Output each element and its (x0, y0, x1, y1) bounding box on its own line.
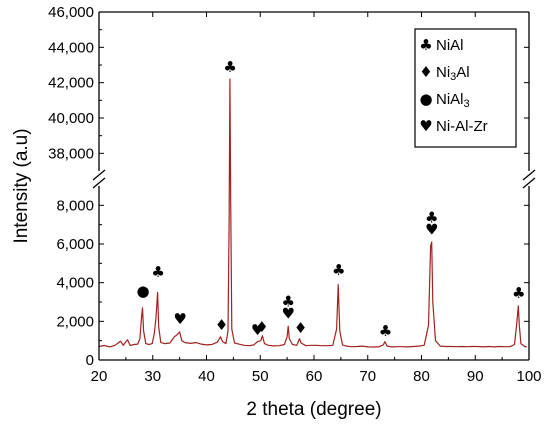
heart-marker: ♥ (251, 321, 264, 339)
tick-layer: 20 30 40 50 60 70 80 90 100 0 2,000 4,000 6,000 8,000… (48, 4, 541, 385)
legend-box (414, 28, 517, 148)
x-tick-label: 70 (359, 368, 376, 385)
diamond-marker: ♦ (294, 319, 307, 337)
diamond-marker: ♦ (215, 316, 228, 334)
axis-break-left-2 (92, 177, 106, 189)
y-tick-label: 44,000 (48, 39, 94, 56)
y-tick-label: 38,000 (48, 145, 94, 162)
axis-break-left-1 (92, 169, 106, 181)
xrd-pattern-line (98, 78, 527, 348)
club-marker: ♣ (379, 322, 392, 340)
club-marker: ♣ (332, 261, 345, 279)
y-axis-title: Intensity (a.u) (11, 128, 32, 243)
y-tick-label: 6,000 (56, 236, 94, 253)
x-tick-label: 40 (198, 368, 215, 385)
x-tick-label: 100 (516, 368, 541, 385)
y-tick-label: 2,000 (56, 313, 94, 330)
peak-marker-layer: ●♣♥ ♦♣♥♦♥♣♦♣♣♥♣♣ (137, 58, 526, 340)
x-tick-label: 90 (467, 368, 484, 385)
club-marker: ♣ (281, 292, 294, 310)
legend-label: Ni3Al (436, 64, 470, 83)
y-tick-label: 40,000 (48, 110, 94, 127)
circle-marker: ● (137, 282, 150, 300)
x-tick-label: 80 (413, 368, 430, 385)
legend-symbol-diamond: ♦ (419, 63, 432, 81)
y-tick-label: 4,000 (56, 275, 94, 292)
x-tick-label: 60 (306, 368, 323, 385)
series-layer (98, 78, 527, 348)
club-marker: ♣ (512, 284, 525, 302)
y-tick-label: 8,000 (56, 197, 94, 214)
legend-symbol-heart: ♥ (419, 117, 432, 135)
club-marker: ♣ (151, 263, 164, 281)
legend-symbol-circle: ● (419, 90, 432, 108)
legend: ♣ NiAl♦ Ni3Al● NiAl3♥ Ni-Al-Zr (414, 28, 517, 148)
club-marker: ♣ (223, 58, 236, 76)
heart-marker: ♥ (425, 220, 438, 238)
axis-break-right-1 (522, 169, 536, 181)
y-tick-label: 0 (86, 352, 94, 369)
y-tick-label: 46,000 (48, 4, 94, 21)
x-tick-label: 20 (91, 368, 108, 385)
plot-frame (92, 11, 536, 361)
club-marker: ♣ (425, 208, 438, 226)
heart-marker: ♥ (173, 310, 186, 328)
legend-label: NiAl3 (436, 91, 470, 110)
x-tick-label: 30 (144, 368, 161, 385)
heart-marker: ♥ (281, 304, 294, 322)
x-axis-title: 2 theta (degree) (246, 399, 381, 420)
legend-label: NiAl (436, 37, 464, 54)
diamond-marker: ♦ (255, 318, 268, 336)
x-tick-label: 50 (252, 368, 269, 385)
y-tick-label: 42,000 (48, 75, 94, 92)
legend-label: Ni-Al-Zr (436, 118, 488, 135)
axis-break-right-2 (522, 177, 536, 189)
legend-symbol-club: ♣ (419, 36, 432, 54)
